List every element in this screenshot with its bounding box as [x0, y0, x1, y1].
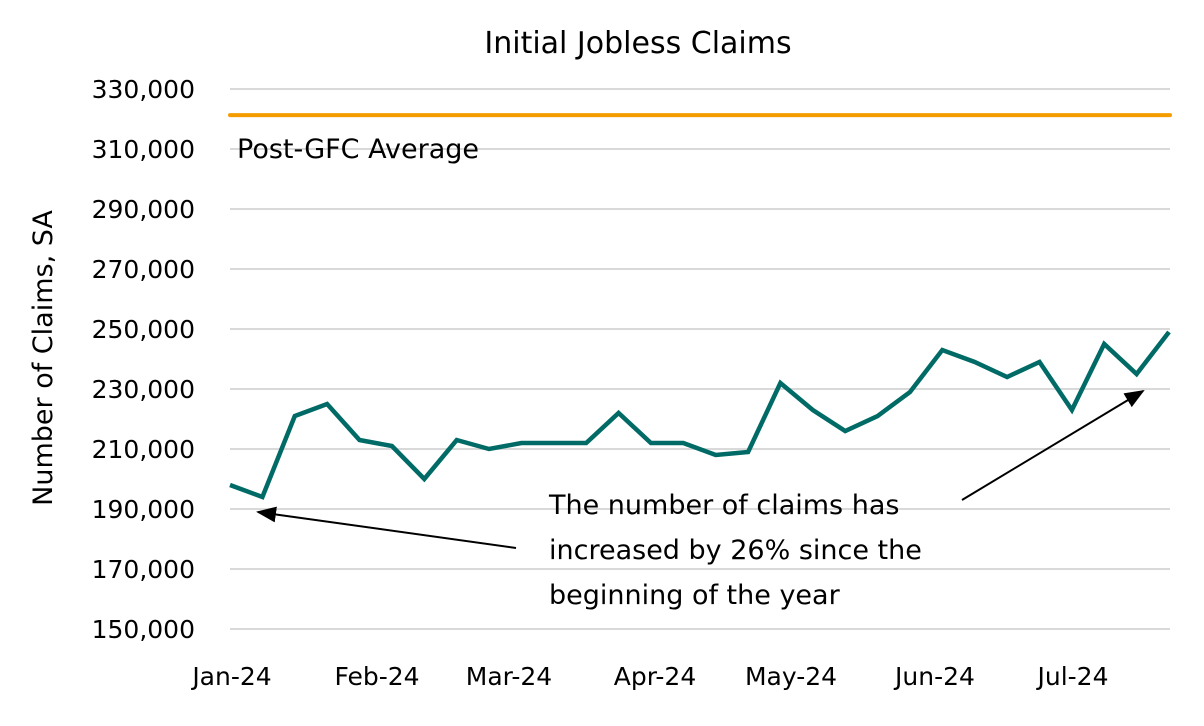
- x-tick-label: Jul-24: [1036, 662, 1109, 691]
- y-tick-label: 190,000: [92, 495, 195, 524]
- x-tick-label: May-24: [745, 662, 837, 691]
- chart-title: Initial Jobless Claims: [484, 26, 791, 61]
- x-tick-label: Jun-24: [893, 662, 975, 691]
- gridlines: [230, 88, 1170, 630]
- y-tick-label: 150,000: [92, 615, 195, 644]
- x-axis-ticks: Jan-24 Feb-24 Mar-24 Apr-24 May-24 Jun-24 Jul-…: [190, 662, 1108, 691]
- y-tick-label: 250,000: [92, 315, 195, 344]
- x-tick-label: Apr-24: [614, 662, 696, 691]
- arrow-to-start-icon: [256, 506, 517, 549]
- x-tick-label: Feb-24: [334, 662, 419, 691]
- arrow-to-latest-icon: [961, 389, 1145, 501]
- y-tick-label: 170,000: [92, 555, 195, 584]
- annotation-line-2: increased by 26% since the: [549, 535, 922, 566]
- x-tick-label: Mar-24: [466, 662, 552, 691]
- y-tick-label: 270,000: [92, 255, 195, 284]
- post-gfc-average-label: Post-GFC Average: [237, 134, 479, 165]
- y-tick-label: 310,000: [92, 135, 195, 164]
- y-tick-label: 210,000: [92, 435, 195, 464]
- y-axis-label: Number of Claims, SA: [28, 210, 59, 506]
- y-tick-label: 330,000: [92, 75, 195, 104]
- annotation-line-1: The number of claims has: [548, 490, 899, 521]
- y-tick-label: 290,000: [92, 195, 195, 224]
- claims-series-line: [229, 330, 1171, 500]
- y-axis-ticks: 330,000 310,000 290,000 270,000 250,000 230,0…: [92, 75, 195, 644]
- x-tick-label: Jan-24: [190, 662, 271, 691]
- y-tick-label: 230,000: [92, 375, 195, 404]
- annotation-line-3: beginning of the year: [549, 580, 841, 611]
